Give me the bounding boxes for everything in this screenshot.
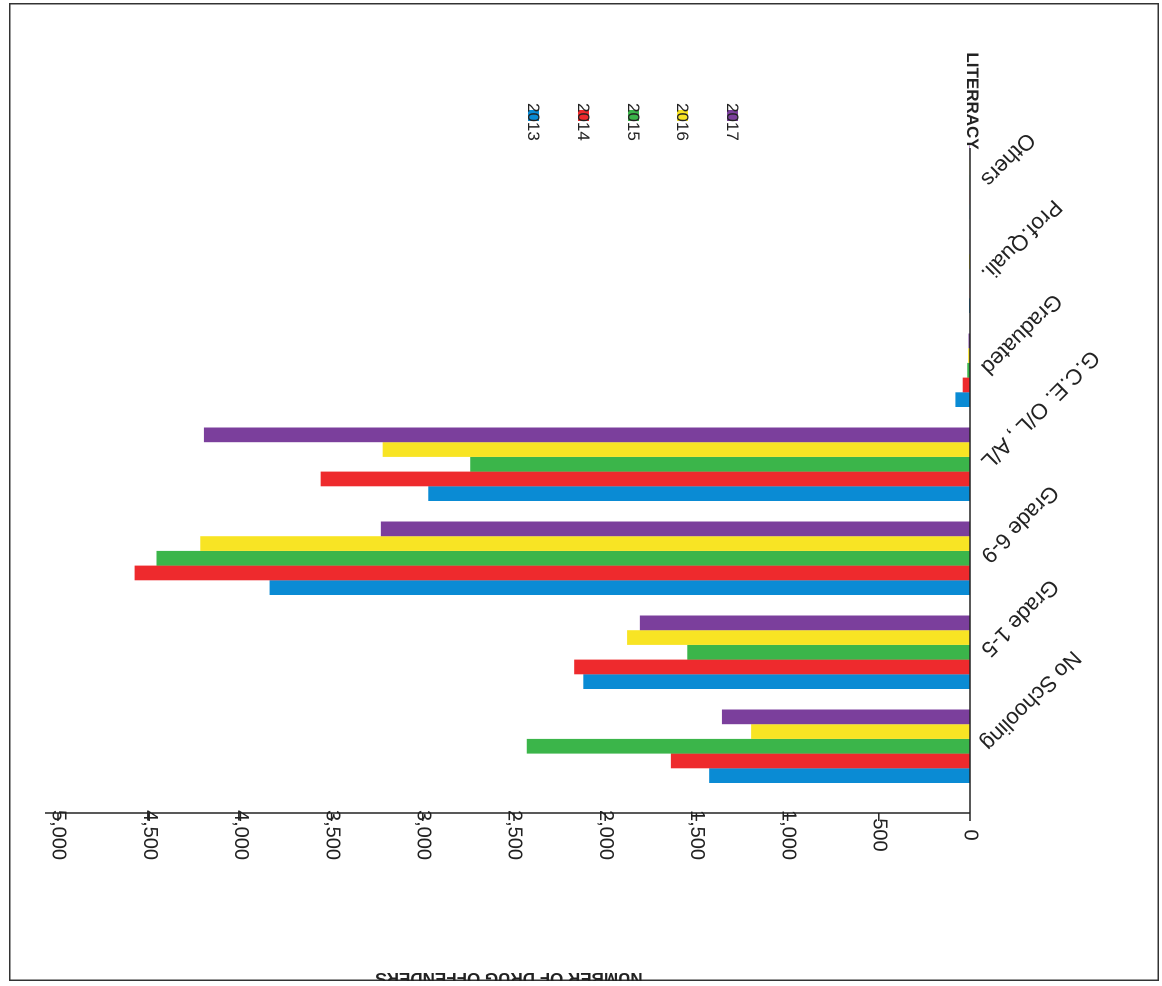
bar-g-c-e-o-l-a-l-2017	[203, 427, 970, 443]
bar-graduated-2015	[967, 362, 970, 378]
bars-group	[134, 145, 970, 783]
bar-grade-6-9-2014	[134, 565, 970, 581]
chart-title: LITERRACY	[963, 52, 982, 150]
rotated-plot-group: 0 500 1,000 1,500 2,000 2,500 3,000 3,500 4,000 4…	[45, 52, 1105, 986]
legend-swatch-2017	[727, 110, 738, 121]
legend-label-2014: 2014	[574, 103, 593, 141]
bar-graduated-2014	[962, 377, 970, 393]
category-label: Grade 1-5	[976, 575, 1064, 663]
bar-grade-6-9-2016	[200, 536, 970, 551]
tick-label: 3,500	[321, 810, 343, 860]
bar-grade-6-9-2015	[156, 550, 970, 566]
tick-label: 1,000	[777, 810, 799, 860]
tick-label: 4,000	[230, 810, 252, 860]
bar-no-schooling-2016	[751, 724, 970, 739]
bar-g-c-e-o-l-a-l-2016	[382, 442, 970, 457]
bar-no-schooling-2015	[526, 738, 970, 754]
category-label: Others	[976, 128, 1040, 192]
bar-grade-1-5-2013	[583, 674, 970, 689]
tick-label: 4,500	[139, 810, 161, 860]
tick-label: 5,000	[48, 810, 70, 860]
tick-label: 1,500	[686, 810, 708, 860]
bar-grade-6-9-2017	[380, 521, 970, 537]
category-label: Graduated	[976, 289, 1067, 380]
category-label: No Schooling	[976, 646, 1086, 756]
bar-grade-1-5-2014	[574, 659, 970, 675]
drug-offenders-literacy-chart: 0 500 1,000 1,500 2,000 2,500 3,000 3,500 4,000 4…	[9, 3, 1159, 986]
legend-swatch-2015	[628, 110, 639, 121]
bar-g-c-e-o-l-a-l-2015	[470, 456, 970, 472]
tick-label: 500	[869, 818, 891, 851]
tick-label: 2,000	[595, 810, 617, 860]
chart-border	[9, 3, 1159, 981]
legend-swatch-2013	[528, 110, 539, 121]
bar-grade-1-5-2016	[627, 630, 970, 645]
bar-grade-1-5-2017	[639, 615, 970, 631]
tick-label: 2,500	[504, 810, 526, 860]
bar-no-schooling-2014	[670, 753, 970, 769]
legend-label-2017: 2017	[723, 103, 742, 141]
tick-label: 0	[960, 829, 982, 840]
bar-graduated-2016	[968, 348, 970, 363]
bar-no-schooling-2013	[709, 768, 970, 783]
bar-g-c-e-o-l-a-l-2014	[320, 471, 970, 487]
legend-swatch-2014	[578, 110, 589, 121]
bar-no-schooling-2017	[721, 709, 970, 725]
bar-g-c-e-o-l-a-l-2013	[428, 486, 970, 501]
bar-grade-1-5-2015	[687, 644, 970, 660]
legend-label-2016: 2016	[673, 103, 692, 141]
x-axis-title: NUMBER OF DRUG OFFENDERS	[375, 969, 642, 981]
bar-graduated-2013	[955, 392, 970, 407]
legend: 2013 2014 2015 2016 2017	[524, 103, 742, 141]
chart-frame: 0 500 1,000 1,500 2,000 2,500 3,000 3,500 4,000 4…	[9, 3, 1159, 986]
category-label: Grade 6-9	[976, 481, 1064, 569]
legend-swatch-2016	[677, 110, 688, 121]
ticks-group: 0 500 1,000 1,500 2,000 2,500 3,000 3,500 4,000 4…	[48, 810, 982, 860]
bar-grade-6-9-2013	[269, 580, 970, 595]
legend-label-2013: 2013	[524, 103, 543, 141]
tick-label: 3,000	[413, 810, 435, 860]
category-label: Prof.Quali.	[976, 195, 1067, 286]
legend-label-2015: 2015	[624, 103, 643, 141]
